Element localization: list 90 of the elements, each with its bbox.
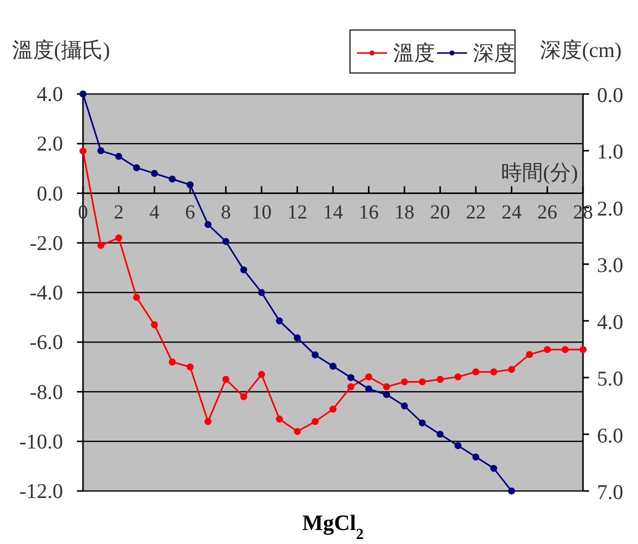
point (80, 148, 86, 155)
point (168, 176, 176, 183)
point (454, 442, 462, 450)
point (418, 419, 426, 426)
point (168, 358, 176, 366)
point (312, 351, 319, 358)
point (115, 234, 122, 242)
point (150, 170, 158, 177)
point (294, 428, 301, 435)
x-tick-label: 4 (149, 201, 160, 224)
x-tick-label: 22 (466, 201, 486, 224)
x-tick-label: 24 (502, 201, 522, 224)
point (347, 374, 354, 382)
x-tick-label: 8 (220, 201, 231, 224)
point (222, 376, 230, 383)
point (347, 383, 354, 390)
y-tick-label: -6.0 (30, 330, 63, 354)
y-tick-label: -12.0 (19, 479, 63, 503)
point (508, 488, 516, 494)
y2-tick-label: 0.0 (597, 83, 624, 107)
x-tick-label: 2 (114, 201, 124, 224)
y2-tick-label: 4.0 (597, 310, 624, 334)
x-tick-label: 12 (287, 201, 308, 224)
point (80, 90, 86, 98)
point (258, 289, 266, 296)
point (400, 378, 408, 386)
point (544, 346, 551, 354)
legend-label: 溫度 (393, 41, 435, 65)
point (400, 402, 408, 410)
point (490, 464, 498, 472)
point (276, 416, 283, 423)
point (526, 351, 533, 358)
x-tick-label: 26 (537, 201, 558, 224)
x-tick-label: 20 (430, 201, 450, 224)
y2-tick-label: 6.0 (597, 423, 624, 448)
y-tick-label: 0.0 (36, 181, 63, 206)
x-tick-label: 16 (358, 201, 379, 224)
point (418, 378, 426, 386)
point (436, 430, 444, 438)
point (115, 152, 122, 160)
point (312, 418, 319, 426)
point (204, 418, 212, 426)
x-tick-label: 14 (323, 201, 343, 224)
y2-tick-label: 7.0 (597, 480, 624, 504)
point (436, 376, 444, 383)
y-tick-label: -2.0 (30, 230, 63, 255)
point (472, 453, 480, 460)
point (240, 393, 248, 400)
point (186, 181, 194, 188)
y-tick-label: -4.0 (30, 280, 63, 304)
y2-tick-label: 5.0 (597, 366, 624, 391)
point (562, 346, 569, 354)
point (454, 373, 462, 380)
point (133, 294, 140, 301)
x-tick-label: 18 (394, 201, 414, 224)
x-axis-title: 時間(分) (501, 160, 578, 184)
point (276, 317, 283, 324)
point (150, 321, 158, 328)
point (383, 391, 390, 398)
y-tick-label: -10.0 (19, 429, 63, 454)
y-axis-title: 溫度(攝氏) (12, 38, 110, 62)
point (330, 406, 336, 413)
point (383, 383, 390, 390)
point (365, 385, 372, 392)
point (258, 370, 266, 378)
y-tick-label: 2.0 (36, 132, 63, 156)
point (97, 147, 104, 154)
point (508, 366, 516, 373)
point (472, 368, 480, 376)
point (294, 334, 301, 342)
y2-axis-title: 深度(cm) (540, 38, 622, 62)
point (330, 362, 336, 370)
point (490, 368, 498, 376)
x-tick-label: 10 (252, 201, 272, 224)
y2-tick-label: 1.0 (597, 140, 624, 164)
x-tick-label: 6 (185, 201, 196, 224)
point (240, 266, 248, 274)
point (204, 220, 212, 228)
point (222, 238, 230, 245)
y2-tick-label: 3.0 (597, 253, 624, 278)
point (133, 164, 140, 172)
y-tick-label: 4.0 (36, 82, 63, 106)
point (97, 242, 104, 249)
y2-tick-label: 2.0 (597, 196, 624, 220)
legend-label: 深度 (473, 41, 515, 65)
text: MgCl$_{2}$ (302, 510, 364, 542)
point (580, 346, 586, 354)
y-tick-label: -8.0 (30, 380, 63, 404)
point (186, 363, 194, 370)
point (365, 373, 372, 380)
